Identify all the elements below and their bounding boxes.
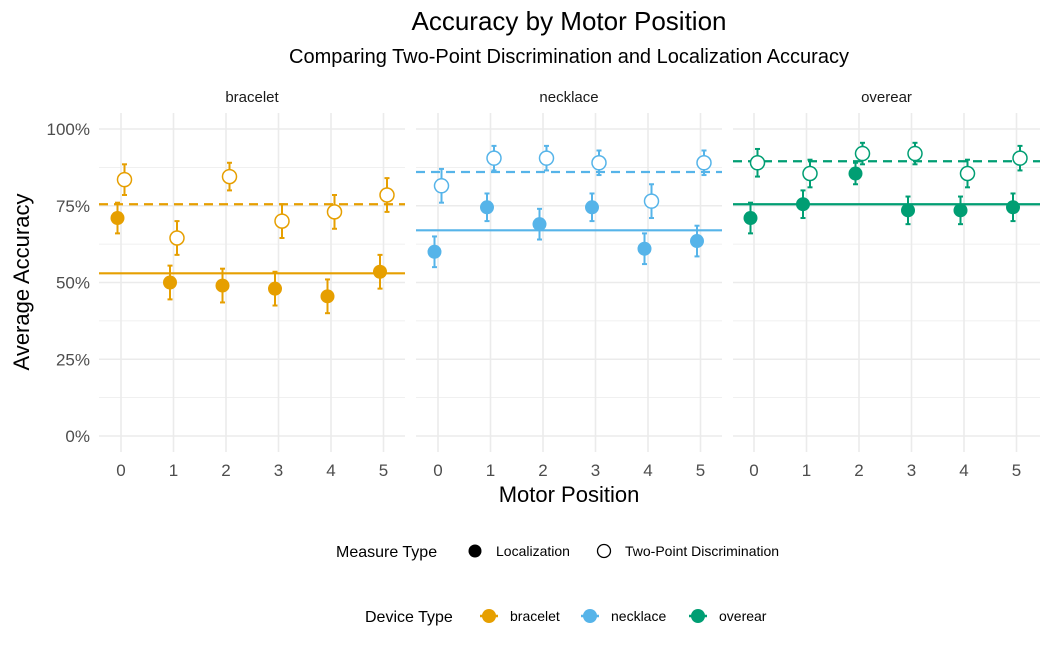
point-two-point: [591, 155, 607, 171]
strip-label-overear: overear: [861, 89, 912, 106]
facet-panels: bracelet 0 1 2 3 4 5 necklace 0 1 2 3 4 5 overear 0 1 2 3 4…: [99, 89, 1040, 480]
measure-legend-title: Measure Type: [336, 544, 437, 561]
point-two-point: [802, 165, 818, 182]
point-localization: [480, 200, 494, 215]
point-localization: [373, 264, 387, 279]
point-localization: [215, 278, 230, 293]
chart-title: Accuracy by Motor Position: [411, 6, 726, 36]
device-legend-label-bracelet: bracelet: [510, 608, 560, 624]
y-tick-label: 25%: [56, 350, 90, 369]
point-two-point: [379, 187, 395, 203]
device-legend-label-overear: overear: [719, 608, 767, 624]
legend-key-point-overear: [691, 609, 705, 623]
y-tick-label: 75%: [56, 197, 90, 216]
strip-label-bracelet: bracelet: [225, 89, 279, 106]
point-localization: [110, 211, 125, 226]
point-two-point: [749, 155, 766, 171]
point-localization: [848, 166, 863, 181]
x-tick-label: 4: [643, 461, 652, 480]
legend-key-point-necklace: [583, 609, 597, 623]
measure-legend-label: Two-Point Discrimination: [625, 543, 779, 559]
x-tick-label: 0: [116, 461, 125, 480]
strip-label-necklace: necklace: [539, 89, 598, 106]
point-two-point: [854, 145, 871, 162]
point-two-point: [959, 165, 976, 182]
point-two-point: [1012, 150, 1028, 166]
point-localization: [796, 197, 810, 212]
x-tick-label: 3: [591, 461, 600, 480]
y-tick-label: 100%: [47, 120, 90, 139]
x-tick-label: 3: [907, 461, 916, 480]
legend-key-point-bracelet: [482, 609, 496, 623]
x-tick-label: 0: [433, 461, 442, 480]
point-localization: [320, 289, 335, 304]
point-localization: [953, 203, 968, 218]
point-localization: [532, 217, 547, 232]
point-two-point: [538, 150, 555, 166]
legend-key-two-point: [596, 543, 612, 559]
legend-key-localization: [468, 544, 482, 558]
point-two-point: [326, 204, 343, 220]
point-localization: [163, 275, 177, 290]
x-tick-label: 5: [696, 461, 705, 480]
point-two-point: [907, 145, 923, 162]
device-legend: Device Type bracelet necklace overear: [365, 608, 767, 626]
measure-legend-label: Localization: [496, 543, 570, 559]
x-tick-label: 2: [221, 461, 230, 480]
y-tick-label: 0%: [65, 427, 90, 446]
point-two-point: [696, 155, 712, 171]
x-tick-label: 2: [538, 461, 547, 480]
panel-overear: overear 0 1 2 3 4 5: [733, 89, 1040, 480]
x-tick-label: 4: [326, 461, 335, 480]
point-localization: [690, 234, 704, 249]
x-axis-title: Motor Position: [499, 482, 640, 507]
point-localization: [637, 241, 652, 256]
measure-legend: Measure Type Localization Two-Point Discri…: [336, 543, 779, 561]
y-axis: 0% 25% 50% 75% 100%: [47, 120, 90, 446]
device-legend-title: Device Type: [365, 609, 453, 626]
point-localization: [743, 211, 758, 226]
panel-necklace: necklace 0 1 2 3 4 5: [416, 89, 722, 480]
point-two-point: [643, 193, 660, 209]
point-two-point: [169, 230, 185, 246]
point-localization: [268, 281, 282, 296]
point-localization: [585, 200, 599, 215]
y-axis-title: Average Accuracy: [9, 194, 34, 371]
x-tick-label: 5: [379, 461, 388, 480]
y-tick-label: 50%: [56, 274, 90, 293]
x-tick-label: 1: [486, 461, 495, 480]
x-tick-label: 3: [274, 461, 283, 480]
point-localization: [1006, 200, 1020, 215]
x-tick-label: 1: [169, 461, 178, 480]
x-tick-label: 2: [854, 461, 863, 480]
point-two-point: [486, 150, 502, 166]
point-localization: [427, 244, 442, 259]
chart-subtitle: Comparing Two-Point Discrimination and L…: [289, 46, 849, 68]
x-tick-label: 1: [802, 461, 811, 480]
x-tick-label: 4: [959, 461, 968, 480]
point-two-point: [274, 213, 290, 229]
device-legend-label-necklace: necklace: [611, 608, 666, 624]
point-two-point: [433, 178, 450, 194]
point-two-point: [221, 168, 238, 185]
panel-bracelet: bracelet 0 1 2 3 4 5: [99, 89, 405, 480]
point-two-point: [116, 171, 133, 188]
point-localization: [901, 203, 915, 218]
x-tick-label: 5: [1012, 461, 1021, 480]
x-tick-label: 0: [749, 461, 758, 480]
